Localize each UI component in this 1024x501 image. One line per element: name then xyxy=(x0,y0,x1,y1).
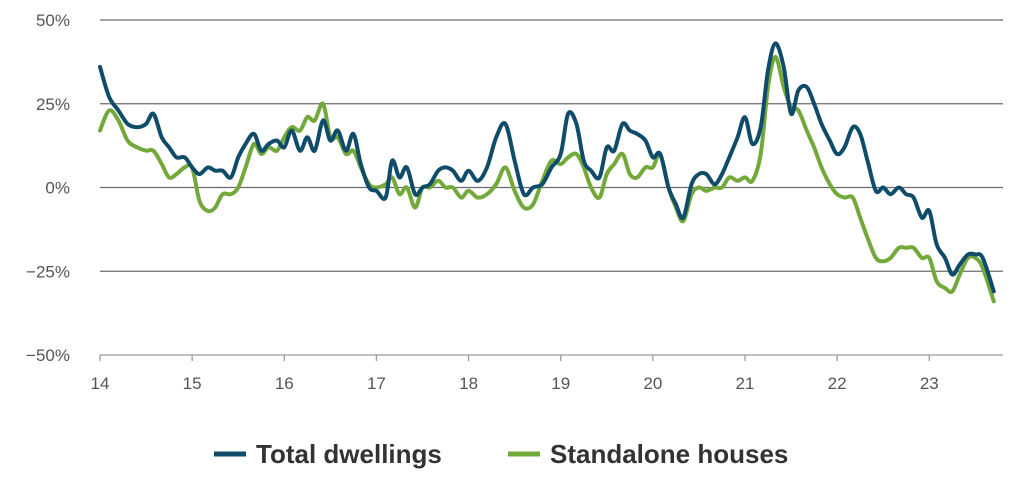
y-tick-label: −50% xyxy=(26,346,70,365)
x-tick-label: 14 xyxy=(91,374,110,393)
legend-label-standalone-houses: Standalone houses xyxy=(550,439,788,469)
x-tick-label: 20 xyxy=(643,374,662,393)
series-lines xyxy=(98,41,996,304)
x-tick-label: 22 xyxy=(828,374,847,393)
y-tick-label: 50% xyxy=(36,11,70,30)
series-line-total-dwellings xyxy=(98,41,996,294)
y-tick-label: 25% xyxy=(36,95,70,114)
x-axis-tick-labels: 14 15 16 17 18 19 20 21 22 23 xyxy=(91,374,939,393)
x-tick-label: 17 xyxy=(367,374,386,393)
x-tick-label: 21 xyxy=(736,374,755,393)
grid-lines xyxy=(99,19,1003,361)
y-tick-label: 0% xyxy=(45,179,70,198)
legend-label-total-dwellings: Total dwellings xyxy=(256,439,442,469)
y-tick-label: −25% xyxy=(26,262,70,281)
legend: Total dwellings Standalone houses xyxy=(214,439,788,469)
x-tick-label: 18 xyxy=(459,374,478,393)
x-tick-label: 16 xyxy=(275,374,294,393)
x-tick-label: 23 xyxy=(920,374,939,393)
y-axis-tick-labels: 50% 25% 0% −25% −50% xyxy=(26,11,70,365)
x-tick-label: 15 xyxy=(183,374,202,393)
x-tick-label: 19 xyxy=(551,374,570,393)
